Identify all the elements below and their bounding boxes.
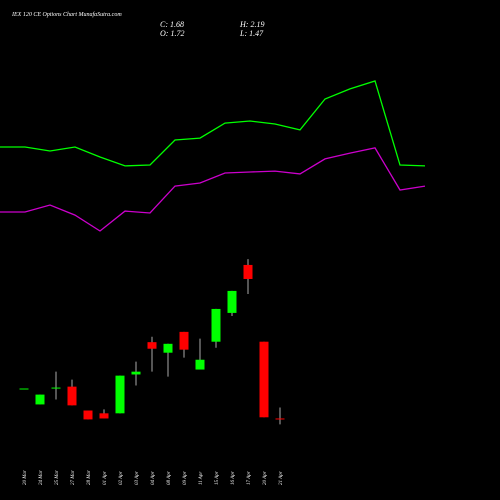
close-label: C: 1.68 (160, 20, 184, 29)
x-tick-label: 09 Apr (183, 471, 188, 485)
candle-body (131, 371, 141, 375)
x-tick-label: 17 Apr (247, 471, 252, 485)
open-label: O: 1.72 (160, 29, 184, 38)
candle-body (35, 394, 45, 405)
candle-body (243, 264, 253, 279)
x-tick-label: 28 Mar (87, 470, 92, 485)
x-tick-label: 03 Apr (135, 471, 140, 485)
low-label: L: 1.47 (239, 29, 264, 38)
candle-body (211, 308, 221, 342)
x-tick-label: 20 Mar (23, 470, 28, 485)
x-tick-label: 21 Apr (279, 471, 284, 485)
candle-body (147, 342, 157, 349)
candle-body (195, 359, 205, 370)
band-line (0, 147, 426, 232)
band-line (0, 80, 426, 167)
candle-body (51, 387, 61, 389)
x-tick-label: 01 Apr (103, 471, 108, 485)
candle-body (99, 413, 109, 419)
x-tick-label: 15 Apr (215, 471, 220, 485)
x-tick-label: 16 Apr (231, 471, 236, 485)
candle-body (83, 410, 93, 420)
x-tick-label: 08 Apr (167, 471, 172, 485)
candle-body (179, 331, 189, 350)
x-tick-label: 11 Apr (199, 472, 204, 485)
x-tick-label: 20 Apr (263, 471, 268, 485)
candle-body (115, 375, 125, 414)
x-tick-label: 24 Mar (39, 470, 44, 485)
high-label: H: 2.19 (239, 20, 264, 29)
candle-body (275, 418, 285, 420)
candle-body (163, 343, 173, 353)
candle-body (19, 388, 29, 390)
x-tick-label: 02 Apr (119, 471, 124, 485)
chart-title: IEX 120 CE Options Chart MunafaSutra.com (11, 11, 122, 18)
x-tick-label: 04 Apr (151, 471, 156, 485)
candle-body (259, 341, 269, 418)
candle-body (67, 386, 77, 406)
candle-body (227, 290, 237, 313)
x-tick-label: 27 Mar (71, 470, 76, 485)
x-tick-label: 25 Mar (55, 470, 60, 485)
